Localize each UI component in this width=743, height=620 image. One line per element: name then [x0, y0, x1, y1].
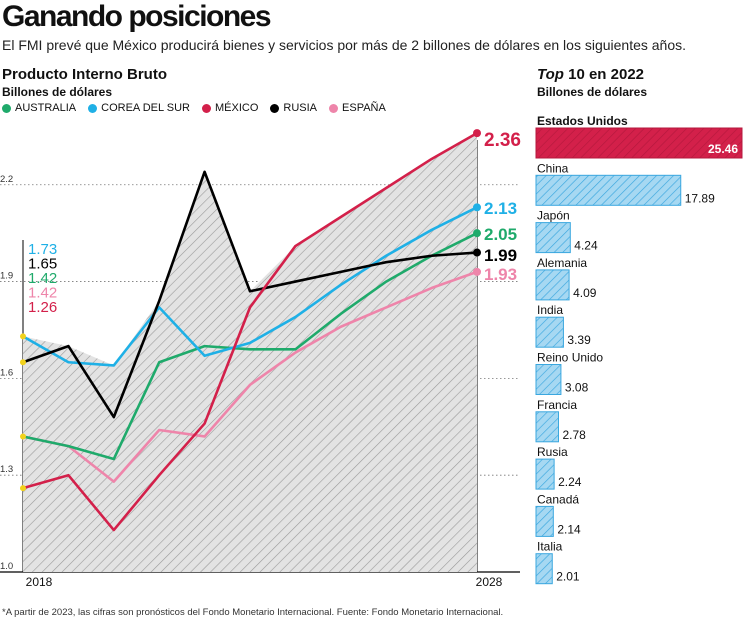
- bar-category-label: Japón: [537, 209, 570, 223]
- bar-10: [535, 553, 553, 585]
- footnote: *A partir de 2023, las cifras son pronós…: [2, 607, 504, 618]
- bar-6: [535, 364, 562, 395]
- legend-item-mexico: MÉXICO: [201, 102, 259, 114]
- bar-chart-units: Billones de dólares: [537, 85, 648, 99]
- y-tick-label: 1.9: [0, 271, 13, 282]
- bar-chart-title-rest: 10 en 2022: [563, 66, 644, 83]
- end-label-corea-del-sur: 2.13: [484, 199, 517, 218]
- series-line-australia: [22, 232, 478, 461]
- page-subtitle: El FMI prevé que México producirá bienes…: [2, 37, 687, 53]
- line-chart-units: Billones de dólares: [2, 85, 113, 99]
- legend-dot-australia: [2, 103, 11, 113]
- legend-dot-mexico: [201, 103, 211, 113]
- bar-category-label: Reino Unido: [537, 351, 603, 365]
- bar-4: [535, 269, 570, 301]
- start-label-mexico: 1.26: [28, 299, 57, 316]
- series-line-mexico: [22, 131, 478, 532]
- legend-item-australia: AUSTRALIA: [2, 102, 76, 114]
- legend-label-australia: AUSTRALIA: [15, 102, 77, 114]
- legend-item-rusia: RUSIA: [270, 102, 317, 114]
- bar-category-label: Alemania: [537, 256, 587, 270]
- start-point: [20, 333, 26, 340]
- legend-item-corea-del-sur: COREA DEL SUR: [88, 102, 190, 114]
- x-tick-label-start: 2018: [26, 575, 53, 589]
- end-point-corea-del-sur: [473, 203, 481, 212]
- bar-chart-title: Top 10 en 2022: [537, 66, 644, 83]
- bar-value-label: 2.78: [562, 428, 586, 442]
- end-point-mexico: [473, 129, 481, 138]
- bar-7: [535, 411, 559, 443]
- bar-9: [535, 505, 554, 537]
- bar-value-label: 25.46: [708, 142, 738, 156]
- line-chart-title: Producto Interno Bruto: [2, 66, 167, 83]
- bar-category-label: India: [537, 303, 563, 317]
- bar-category-label: Italia: [537, 540, 563, 554]
- shaded-area: [23, 133, 477, 573]
- bar-5: [535, 316, 564, 348]
- end-point-espana: [473, 267, 481, 276]
- bar-3: [535, 222, 571, 254]
- page-title: Ganando posiciones: [2, 0, 272, 33]
- legend-dot-corea-del-sur: [88, 103, 98, 113]
- y-tick-label: 1.6: [0, 367, 13, 378]
- series-line-espana: [22, 270, 478, 483]
- end-label-australia: 2.05: [484, 225, 517, 244]
- legend-label-espana: ESPAÑA: [342, 102, 386, 114]
- start-label-espana: 1.42: [28, 285, 57, 302]
- legend-label-rusia: RUSIA: [283, 102, 318, 114]
- series-line-rusia: [22, 170, 478, 419]
- bar-value-label: 3.39: [567, 333, 591, 347]
- start-label-rusia: 1.65: [28, 256, 57, 273]
- bar-category-label: Francia: [537, 398, 577, 412]
- bar-chart-title-italic: Top: [537, 66, 564, 83]
- legend-label-mexico: MÉXICO: [214, 102, 259, 114]
- legend-item-espana: ESPAÑA: [329, 102, 386, 114]
- end-label-espana: 1.93: [484, 265, 517, 284]
- bar-value-label: 4.09: [573, 286, 597, 300]
- bar-value-label: 3.08: [565, 381, 589, 395]
- legend-label-corea-del-sur: COREA DEL SUR: [101, 102, 190, 114]
- legend-dot-rusia: [270, 103, 280, 113]
- end-label-mexico: 2.36: [484, 130, 521, 151]
- bar-2: [535, 174, 682, 206]
- start-point: [20, 485, 26, 492]
- line-chart-legend: AUSTRALIA COREA DEL SUR MÉXICO RUSIA ESP…: [2, 102, 386, 114]
- end-label-rusia: 1.99: [484, 246, 517, 265]
- bar-category-label: China: [537, 161, 569, 175]
- end-point-australia: [473, 229, 481, 238]
- legend-dot-espana: [329, 103, 339, 113]
- x-tick-label-end: 2028: [476, 575, 503, 589]
- bar-category-label: Rusia: [537, 445, 568, 459]
- bar-value-label: 4.24: [574, 239, 598, 253]
- y-tick-label: 1.3: [0, 464, 13, 475]
- bar-value-label: 17.89: [685, 191, 715, 205]
- start-label-australia: 1.42: [28, 270, 57, 287]
- bar-category-label: Estados Unidos: [537, 114, 628, 128]
- bar-1: [535, 127, 743, 159]
- start-point: [20, 433, 26, 440]
- series-line-corea-del-sur: [22, 206, 478, 367]
- y-tick-label: 2.2: [0, 174, 13, 185]
- end-point-rusia: [473, 248, 481, 257]
- start-point: [20, 359, 26, 366]
- bar-8: [535, 458, 555, 490]
- bar-value-label: 2.24: [558, 475, 582, 489]
- bar-value-label: 2.01: [556, 570, 580, 584]
- start-label-corea-del-sur: 1.73: [28, 241, 57, 258]
- bar-category-label: Canadá: [537, 492, 579, 506]
- bar-value-label: 2.14: [557, 522, 581, 536]
- y-tick-label: 1.0: [0, 561, 13, 572]
